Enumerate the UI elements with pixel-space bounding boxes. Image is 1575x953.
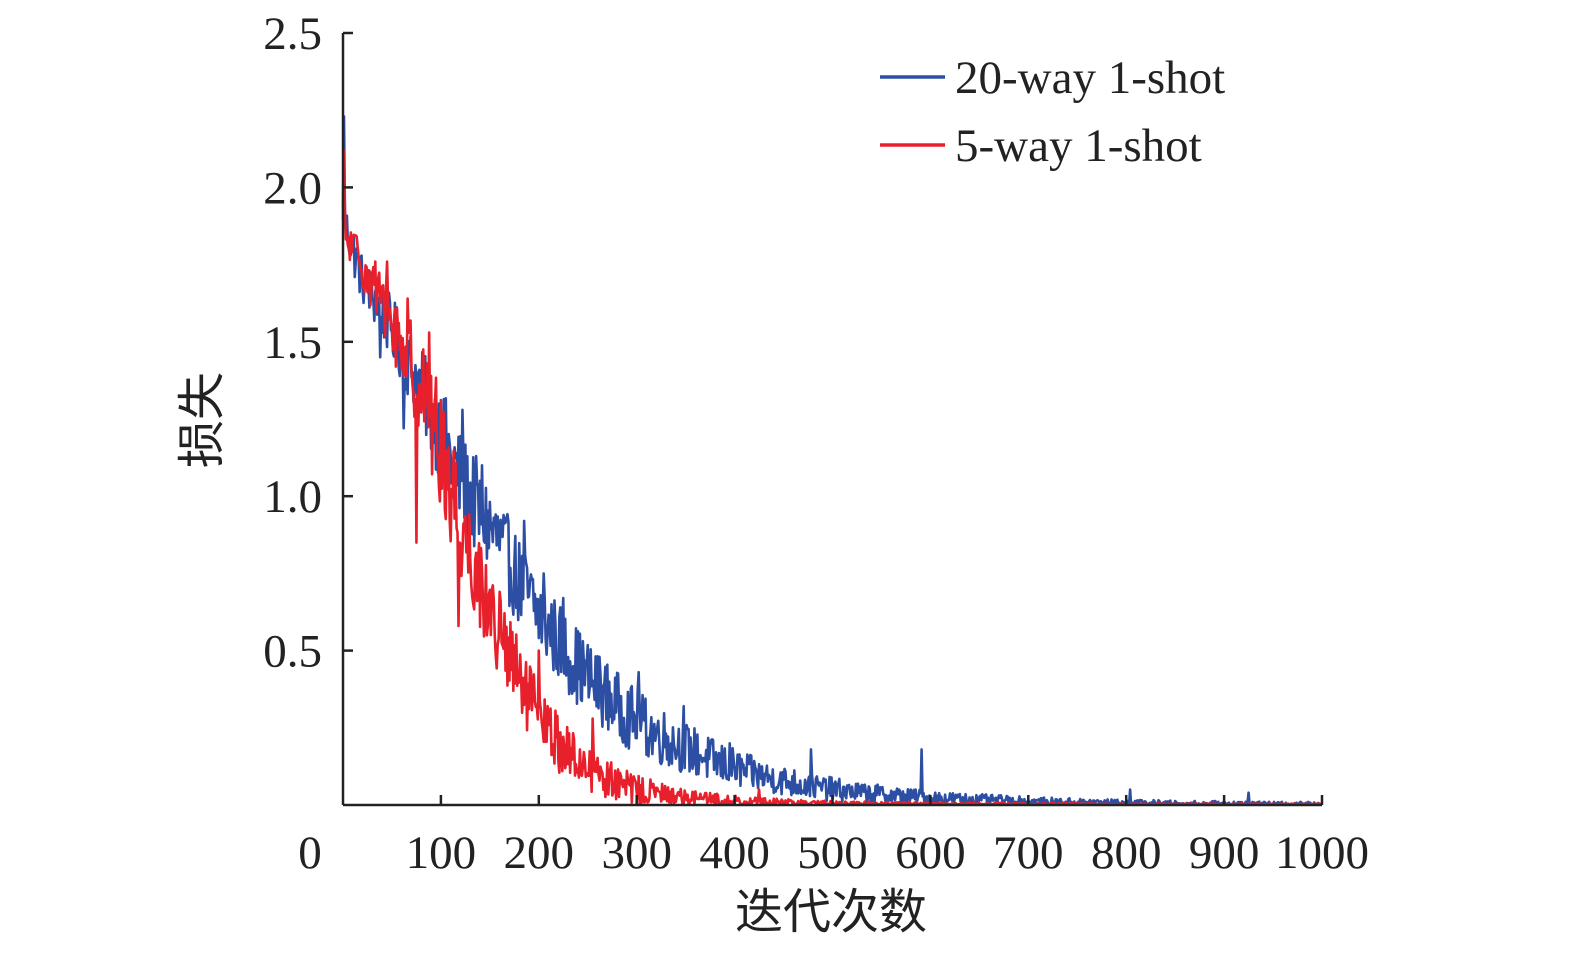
series-layer bbox=[341, 115, 1324, 806]
x-tick-label: 700 bbox=[993, 827, 1064, 879]
series-line-20-way-1-shot bbox=[341, 115, 1324, 806]
x-tick-label: 600 bbox=[895, 827, 966, 879]
series-line-5-way-1-shot bbox=[341, 149, 1323, 806]
legend: 20-way 1-shot 5-way 1-shot bbox=[880, 52, 1225, 172]
tick-labels: 0 100 200 300 400 500 600 700 800 900 1000 0.5 1.0 1.… bbox=[263, 8, 1369, 879]
x-tick-label: 300 bbox=[601, 827, 672, 879]
x-tick-label: 1000 bbox=[1275, 827, 1369, 879]
y-tick-label: 2.0 bbox=[263, 162, 322, 214]
legend-label-20-way-1-shot: 20-way 1-shot bbox=[955, 52, 1225, 104]
y-tick-label: 1.5 bbox=[263, 317, 322, 369]
x-tick-label: 200 bbox=[504, 827, 575, 879]
legend-label-5-way-1-shot: 5-way 1-shot bbox=[955, 120, 1202, 172]
x-tick-label: 400 bbox=[699, 827, 770, 879]
x-tick-label: 900 bbox=[1189, 827, 1260, 879]
x-axis-title: 迭代次数 bbox=[735, 886, 927, 939]
x-tick-label: 0 bbox=[298, 827, 322, 879]
y-axis-title: 损失 bbox=[176, 372, 229, 468]
y-tick-label: 1.0 bbox=[263, 471, 322, 523]
x-tick-label: 500 bbox=[797, 827, 868, 879]
x-tick-label: 100 bbox=[406, 827, 477, 879]
axes bbox=[341, 31, 1324, 807]
y-tick-label: 2.5 bbox=[263, 8, 322, 60]
x-tick-label: 800 bbox=[1091, 827, 1162, 879]
y-tick-label: 0.5 bbox=[263, 626, 322, 678]
